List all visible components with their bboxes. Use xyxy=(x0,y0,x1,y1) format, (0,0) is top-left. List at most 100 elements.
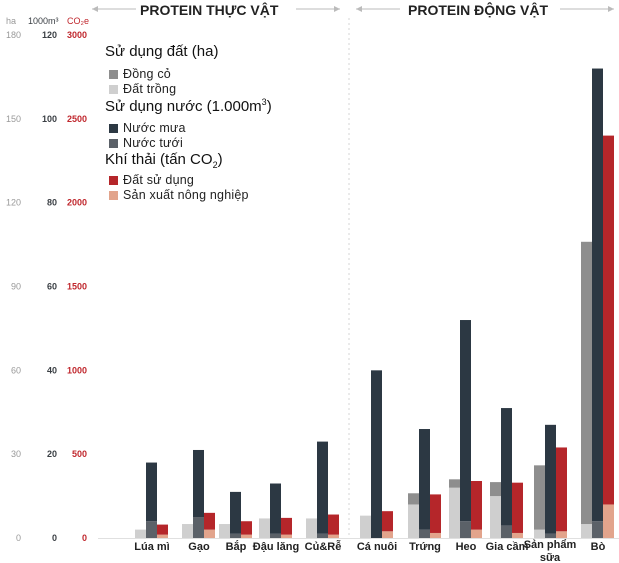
legend-water-title-close: ) xyxy=(266,98,272,115)
axes: ha 1000m³ CO₂e0306090120150180020406080100… xyxy=(6,6,614,543)
bar-water-irrigation xyxy=(460,521,471,538)
bar-water-irrigation xyxy=(419,529,430,538)
bar-land-pasture xyxy=(408,493,419,505)
bar-emission-farming xyxy=(281,534,292,538)
bar-emission-land-use xyxy=(556,447,567,532)
bar-land-arable xyxy=(182,524,193,538)
bar-water-irrigation xyxy=(193,517,204,538)
tick-label-ha: 30 xyxy=(11,449,21,459)
tick-label-ha: 90 xyxy=(11,282,21,292)
category-label: Bắp xyxy=(226,540,247,553)
tick-label-ha: 180 xyxy=(6,30,21,40)
tick-label-water: 20 xyxy=(47,449,57,459)
tick-label-water: 80 xyxy=(47,198,57,208)
bar-land-arable xyxy=(490,496,501,538)
bar-land-arable xyxy=(306,518,317,538)
bar-emission-land-use xyxy=(603,135,614,505)
legend-emission-title-text: Khí thải (tấn CO xyxy=(105,151,213,168)
irrigation-swatch-icon xyxy=(109,139,118,148)
bar-land-arable xyxy=(408,504,419,538)
legend-label-farming: Sản xuất nông nghiệp xyxy=(123,188,249,202)
legend-emission-title-sub: 2 xyxy=(212,160,218,170)
bar-water-rain xyxy=(460,320,471,522)
bar-emission-farming xyxy=(512,532,523,538)
bar-water-irrigation xyxy=(592,521,603,538)
tick-label-co2: 3000 xyxy=(67,30,87,40)
legend-item-irrigation: Nước tưới xyxy=(109,136,183,150)
bar-emission-farming xyxy=(328,534,339,538)
legend-emission-title: Khí thải (tấn CO2) xyxy=(105,151,223,170)
tick-label-co2: 2000 xyxy=(67,198,87,208)
farming-swatch-icon xyxy=(109,191,118,200)
tick-label-co2: 1000 xyxy=(67,365,87,375)
tick-label-co2: 2500 xyxy=(67,114,87,124)
legend-item-farming: Sản xuất nông nghiệp xyxy=(109,188,249,202)
tick-label-water: 0 xyxy=(52,533,57,543)
bar-water-irrigation xyxy=(501,525,512,538)
bar-land-pasture xyxy=(581,241,592,525)
category-label: Bò xyxy=(591,541,606,553)
bar-water-irrigation xyxy=(230,533,241,538)
bar-emission-land-use xyxy=(241,521,252,535)
legend-item-arable: Đất trồng xyxy=(109,82,176,96)
tick-label-co2: 500 xyxy=(72,449,87,459)
category-label: sữa xyxy=(540,552,561,563)
bar-emission-land-use xyxy=(471,480,482,530)
bar-water-irrigation xyxy=(270,533,281,538)
tick-label-water: 40 xyxy=(47,365,57,375)
bar-water-irrigation xyxy=(545,533,556,538)
bar-water-irrigation xyxy=(317,533,328,538)
bar-emission-land-use xyxy=(204,512,215,530)
bar-emission-land-use xyxy=(382,511,393,532)
category-label: Gia cầm xyxy=(486,541,529,553)
legend-label-rain: Nước mưa xyxy=(123,121,186,135)
category-label: Sản phẩm xyxy=(524,539,577,551)
bar-land-pasture xyxy=(534,465,545,530)
tick-label-ha: 120 xyxy=(6,198,21,208)
category-label: Heo xyxy=(456,541,477,553)
legend-item-land-use: Đất sử dụng xyxy=(109,173,194,187)
tick-label-ha: 60 xyxy=(11,365,21,375)
tick-label-co2: 1500 xyxy=(67,282,87,292)
legend-item-pasture: Đồng cỏ xyxy=(109,67,171,81)
bar-water-rain xyxy=(371,370,382,538)
bar-emission-farming xyxy=(556,531,567,538)
axis-header-ha: ha xyxy=(6,16,16,26)
bar-emission-land-use xyxy=(512,482,523,533)
axis-header-co2: CO₂e xyxy=(67,16,89,26)
bar-emission-farming xyxy=(382,531,393,538)
bar-land-pasture xyxy=(490,482,501,497)
arrow-left-icon xyxy=(356,6,362,12)
rain-swatch-icon xyxy=(109,124,118,133)
bar-water-rain xyxy=(419,429,430,530)
bar-water-rain xyxy=(501,408,512,526)
axis-header-water: 1000m³ xyxy=(28,16,59,26)
bar-emission-farming xyxy=(430,532,441,538)
legend-emission-title-close: ) xyxy=(217,151,223,168)
bar-land-arable xyxy=(219,524,230,538)
bar-land-arable xyxy=(581,524,592,538)
arable-swatch-icon xyxy=(109,85,118,94)
legend-water-title-text: Sử dụng nước (1.000m xyxy=(105,98,262,115)
legend-land-title: Sử dụng đất (ha) xyxy=(105,43,219,60)
legend-label-land-use: Đất sử dụng xyxy=(123,173,195,187)
bar-land-pasture xyxy=(449,479,460,488)
category-label: Gạo xyxy=(188,541,210,553)
legend-label-arable: Đất trồng xyxy=(123,82,177,96)
section-title-animal: PROTEIN ĐỘNG VẬT xyxy=(408,2,549,18)
tick-label-water: 120 xyxy=(42,30,57,40)
arrow-left-icon xyxy=(92,6,98,12)
category-label: Lúa mì xyxy=(134,541,169,553)
tick-label-ha: 0 xyxy=(16,533,21,543)
bar-land-arable xyxy=(259,518,270,538)
bar-land-arable xyxy=(135,529,146,538)
bar-emission-farming xyxy=(204,529,215,538)
bar-water-rain xyxy=(545,424,556,534)
arrow-right-icon xyxy=(334,6,340,12)
bar-water-rain xyxy=(146,462,157,522)
legend-label-irrigation: Nước tưới xyxy=(123,136,183,150)
bar-emission-land-use xyxy=(430,494,441,533)
tick-label-water: 100 xyxy=(42,114,57,124)
legend-water-title: Sử dụng nước (1.000m3) xyxy=(105,97,272,115)
